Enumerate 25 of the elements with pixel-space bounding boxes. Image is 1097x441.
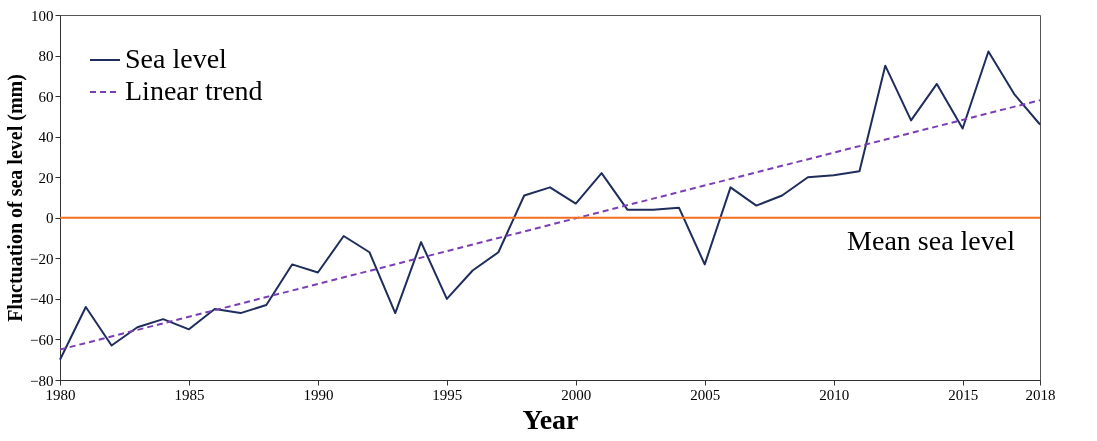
x-tick-label: 1980 bbox=[45, 386, 76, 403]
ref-line-label: Mean sea level bbox=[847, 224, 1016, 256]
y-axis-title: Fluctuation of sea level (mm) bbox=[4, 74, 28, 322]
y-tick-label: 20 bbox=[38, 169, 54, 186]
x-tick-label: 2010 bbox=[819, 386, 850, 403]
x-axis-title: Year bbox=[522, 403, 579, 435]
x-tick-label: 2000 bbox=[561, 386, 592, 403]
y-tick-label: −60 bbox=[30, 331, 54, 348]
legend-label: Linear trend bbox=[125, 75, 263, 106]
x-tick-label: 2005 bbox=[690, 386, 721, 403]
x-tick-label: 2018 bbox=[1025, 386, 1056, 403]
y-tick-label: 40 bbox=[38, 129, 54, 146]
y-tick-label: −20 bbox=[30, 250, 54, 267]
x-tick-label: 2015 bbox=[948, 386, 979, 403]
x-tick-label: 1995 bbox=[432, 386, 463, 403]
y-tick-label: −80 bbox=[30, 372, 54, 389]
line-series bbox=[59, 50, 1041, 361]
y-tick-label: 80 bbox=[38, 48, 54, 65]
x-tick-label: 1985 bbox=[174, 386, 205, 403]
y-tick-label: −40 bbox=[30, 291, 54, 308]
x-tick-label: 1990 bbox=[303, 386, 334, 403]
y-tick-label: 60 bbox=[38, 88, 54, 105]
legend-label: Sea level bbox=[125, 43, 228, 74]
y-tick-label: 100 bbox=[31, 7, 54, 24]
y-tick-label: 0 bbox=[46, 210, 54, 227]
